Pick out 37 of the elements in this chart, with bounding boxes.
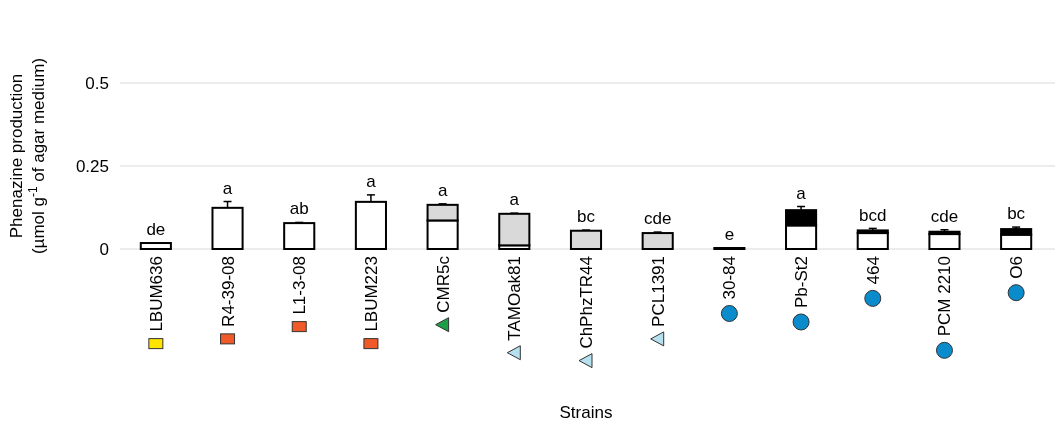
annotation: bc bbox=[1007, 204, 1026, 224]
x-tick-label: R4-39-08 bbox=[218, 256, 238, 327]
x-tick-label: L1-3-08 bbox=[290, 256, 310, 315]
x-tick-label: 464 bbox=[863, 256, 883, 285]
x-tick-label: PCL1391 bbox=[648, 256, 668, 327]
annotation: a bbox=[437, 180, 448, 200]
x-tick-label: PCM 2210 bbox=[935, 256, 955, 337]
annotation: ab bbox=[289, 199, 309, 219]
annotation: cde bbox=[930, 207, 959, 227]
x-tick-label: O6 bbox=[1007, 256, 1027, 279]
bar bbox=[211, 206, 244, 250]
annotation: a bbox=[796, 183, 807, 203]
annotation: bcd bbox=[859, 206, 887, 226]
annotation: a bbox=[222, 178, 233, 198]
annotation: bc bbox=[577, 207, 596, 227]
bar bbox=[354, 200, 387, 250]
annotation: a bbox=[509, 190, 520, 210]
x-tick-label: CMR5c bbox=[433, 255, 453, 313]
y-tick-label: 0 bbox=[99, 239, 109, 259]
annotation: a bbox=[366, 171, 377, 191]
annotation: cde bbox=[643, 209, 672, 229]
x-tick-label: TAMOak81 bbox=[505, 256, 525, 341]
bar bbox=[139, 242, 172, 250]
x-tick-label: Pb-St2 bbox=[792, 256, 812, 308]
bar bbox=[928, 233, 961, 250]
bar bbox=[498, 212, 531, 247]
x-tick-label: ChPhzTR44 bbox=[577, 256, 596, 349]
x-axis-title: Strains bbox=[559, 403, 613, 422]
y-tick-label: 0.25 bbox=[75, 156, 109, 176]
bar bbox=[856, 232, 889, 250]
x-tick-label: 30-84 bbox=[720, 256, 740, 300]
x-tick-label: LBUM636 bbox=[146, 256, 166, 332]
annotation: de bbox=[146, 220, 166, 240]
x-tick-label: LBUM223 bbox=[361, 256, 381, 332]
y-tick-label: 0.5 bbox=[85, 73, 109, 93]
annotation: e bbox=[724, 225, 735, 244]
bar bbox=[283, 222, 316, 250]
